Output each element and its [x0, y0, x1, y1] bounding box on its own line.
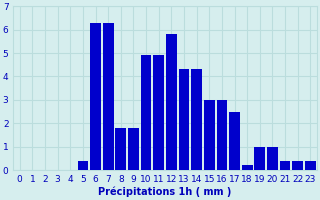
- Bar: [179, 69, 189, 170]
- Bar: [128, 128, 139, 170]
- Bar: [191, 69, 202, 170]
- Bar: [116, 128, 126, 170]
- Bar: [204, 100, 215, 170]
- Bar: [305, 161, 316, 170]
- Bar: [267, 147, 278, 170]
- Bar: [254, 147, 265, 170]
- Bar: [141, 55, 151, 170]
- Bar: [229, 112, 240, 170]
- Bar: [77, 161, 88, 170]
- Bar: [280, 161, 291, 170]
- Bar: [153, 55, 164, 170]
- Bar: [90, 23, 101, 170]
- Bar: [217, 100, 227, 170]
- X-axis label: Précipitations 1h ( mm ): Précipitations 1h ( mm ): [98, 187, 232, 197]
- Bar: [292, 161, 303, 170]
- Bar: [103, 23, 114, 170]
- Bar: [166, 34, 177, 170]
- Bar: [242, 165, 252, 170]
